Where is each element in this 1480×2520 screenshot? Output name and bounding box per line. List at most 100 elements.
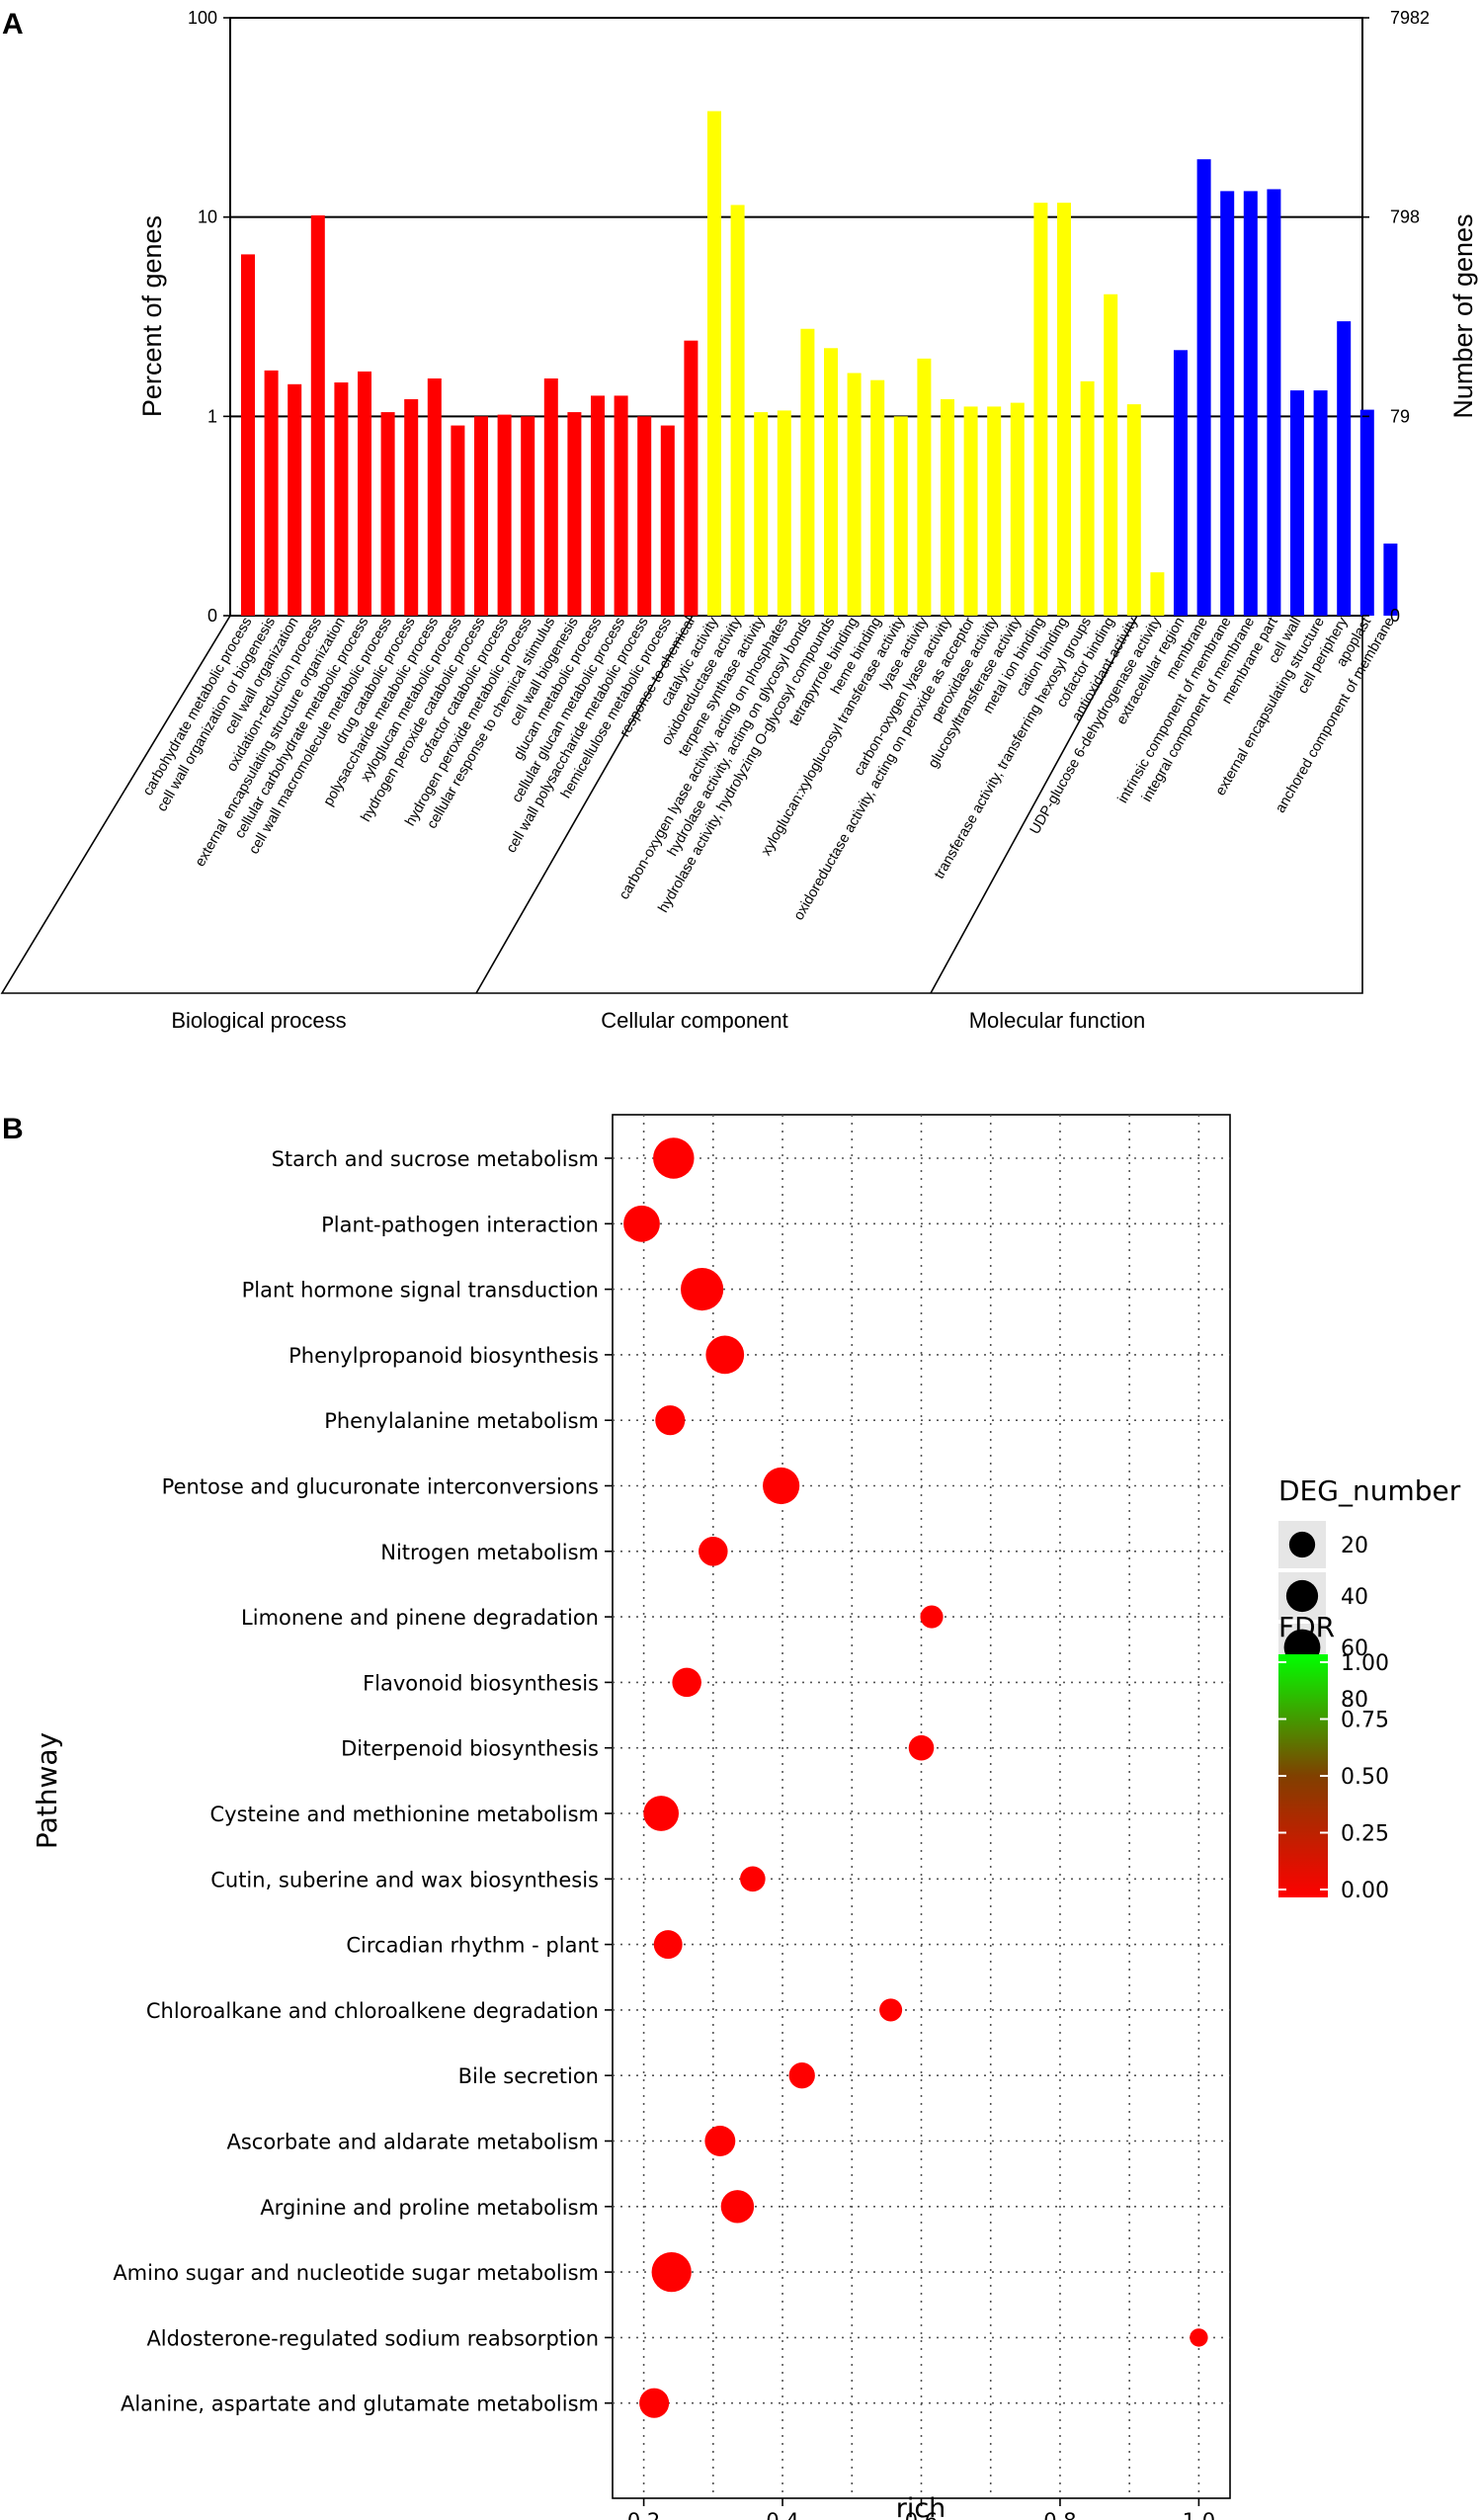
panel-label-b: B <box>2 1113 24 1145</box>
pathway-label: Amino sugar and nucleotide sugar metabol… <box>113 2261 599 2285</box>
size-legend-title: DEG_number <box>1278 1474 1461 1507</box>
pathway-label: Plant-pathogen interaction <box>321 1213 599 1236</box>
bar <box>567 412 582 616</box>
bar <box>707 111 721 617</box>
bar <box>847 373 862 616</box>
pathway-label: Bile secretion <box>458 2064 599 2088</box>
point <box>1190 2328 1208 2347</box>
group-label-molecular: Molecular function <box>969 1008 1146 1033</box>
left-tick-label: 10 <box>198 208 217 227</box>
left-tick-label: 1 <box>207 406 217 426</box>
bar <box>310 214 325 616</box>
fdr-tick-label: 0.75 <box>1341 1709 1389 1733</box>
fdr-tick-label: 0.25 <box>1341 1822 1389 1847</box>
fdr-tick-label: 0.00 <box>1341 1879 1389 1903</box>
bar <box>893 416 908 616</box>
point <box>655 1405 686 1436</box>
point <box>705 1335 745 1375</box>
grid-lines <box>613 1115 1230 2498</box>
bar <box>614 395 628 616</box>
point <box>623 1205 660 1242</box>
pathway-label: Alanine, aspartate and glutamate metabol… <box>121 2393 599 2416</box>
size-legend-label: 20 <box>1341 1534 1368 1558</box>
pathway-label: Arginine and proline metabolism <box>260 2196 599 2220</box>
color-legend: FDR 1.00 0.75 0.50 0.25 0.00 <box>1278 1611 1389 1903</box>
bar <box>264 370 279 616</box>
bar <box>1104 294 1118 616</box>
bar <box>288 383 302 616</box>
x-tick-label: 0.6 <box>905 2509 938 2520</box>
bar <box>1313 390 1328 616</box>
pathway-label: Limonene and pinene degradation <box>241 1606 599 1630</box>
bar <box>451 425 465 616</box>
point <box>680 1268 724 1311</box>
bar <box>1057 203 1071 616</box>
bar <box>1033 203 1048 616</box>
panel-label-a: A <box>2 8 24 41</box>
bar <box>637 416 652 616</box>
bar <box>543 378 558 616</box>
bar <box>1359 409 1374 616</box>
panel-b: B Starch and sucrose metabolism Plant-pat… <box>2 1113 1461 2520</box>
bar <box>1337 321 1352 616</box>
point <box>653 1930 683 1960</box>
x-tick-label: 1.0 <box>1183 2509 1215 2520</box>
point <box>639 2388 670 2418</box>
pathway-label: Phenylalanine metabolism <box>324 1409 599 1433</box>
bar <box>1267 189 1281 617</box>
pathway-label: Starch and sucrose metabolism <box>272 1147 599 1171</box>
point <box>788 2062 815 2089</box>
bar <box>660 425 675 616</box>
point <box>643 1796 680 1831</box>
pathway-label: Diterpenoid biosynthesis <box>341 1737 599 1761</box>
bar <box>987 406 1002 616</box>
y-axis-title-number: Number of genes <box>1448 213 1478 418</box>
bar <box>1196 159 1211 617</box>
bar <box>941 398 954 616</box>
bar <box>1150 572 1165 616</box>
fdr-colorbar <box>1278 1654 1328 1897</box>
right-tick-label: 798 <box>1390 208 1420 227</box>
bar <box>777 410 791 616</box>
pathway-label: Nitrogen metabolism <box>380 1541 599 1564</box>
point <box>672 1667 701 1698</box>
point <box>704 2126 736 2156</box>
pathway-label: Ascorbate and aldarate metabolism <box>226 2131 599 2154</box>
category-bracket <box>0 615 1363 994</box>
point <box>740 1866 766 1892</box>
bar <box>1220 191 1235 616</box>
point <box>699 1537 728 1566</box>
size-legend-label: 80 <box>1341 1688 1368 1713</box>
bar <box>684 340 699 616</box>
bar <box>1126 404 1141 616</box>
bar <box>521 416 535 616</box>
group-label-biological: Biological process <box>171 1008 346 1033</box>
pathway-labels: Starch and sucrose metabolism Plant-patho… <box>113 1147 613 2416</box>
size-legend-key <box>1288 1531 1316 1558</box>
bracket-divider-1 <box>475 615 694 994</box>
fdr-tick-label: 1.00 <box>1341 1651 1389 1676</box>
y-axis-title-percent: Percent of genes <box>137 215 167 417</box>
bar <box>730 205 745 616</box>
bar <box>497 414 512 616</box>
reference-lines <box>230 215 1362 418</box>
x-tick-label: 0.8 <box>1043 2509 1076 2520</box>
panel-a: A 0 1 10 100 0 79 798 7982 Percent of genes Nu… <box>0 8 1478 1033</box>
left-tick-label: 100 <box>188 8 217 28</box>
right-tick-label: 79 <box>1390 406 1410 426</box>
size-legend-label: 40 <box>1341 1585 1368 1610</box>
bars <box>241 111 1398 617</box>
bar <box>380 412 395 616</box>
bar <box>1243 191 1258 616</box>
bar <box>963 406 978 616</box>
point <box>908 1734 935 1761</box>
bar <box>917 358 932 616</box>
point <box>651 2251 692 2293</box>
left-axis-ticks: 0 1 10 100 <box>188 8 230 626</box>
pathway-label: Flavonoid biosynthesis <box>363 1671 599 1695</box>
points <box>623 1137 1208 2418</box>
pathway-label: Circadian rhythm - plant <box>346 1934 599 1958</box>
size-legend-label: 60 <box>1341 1637 1368 1661</box>
